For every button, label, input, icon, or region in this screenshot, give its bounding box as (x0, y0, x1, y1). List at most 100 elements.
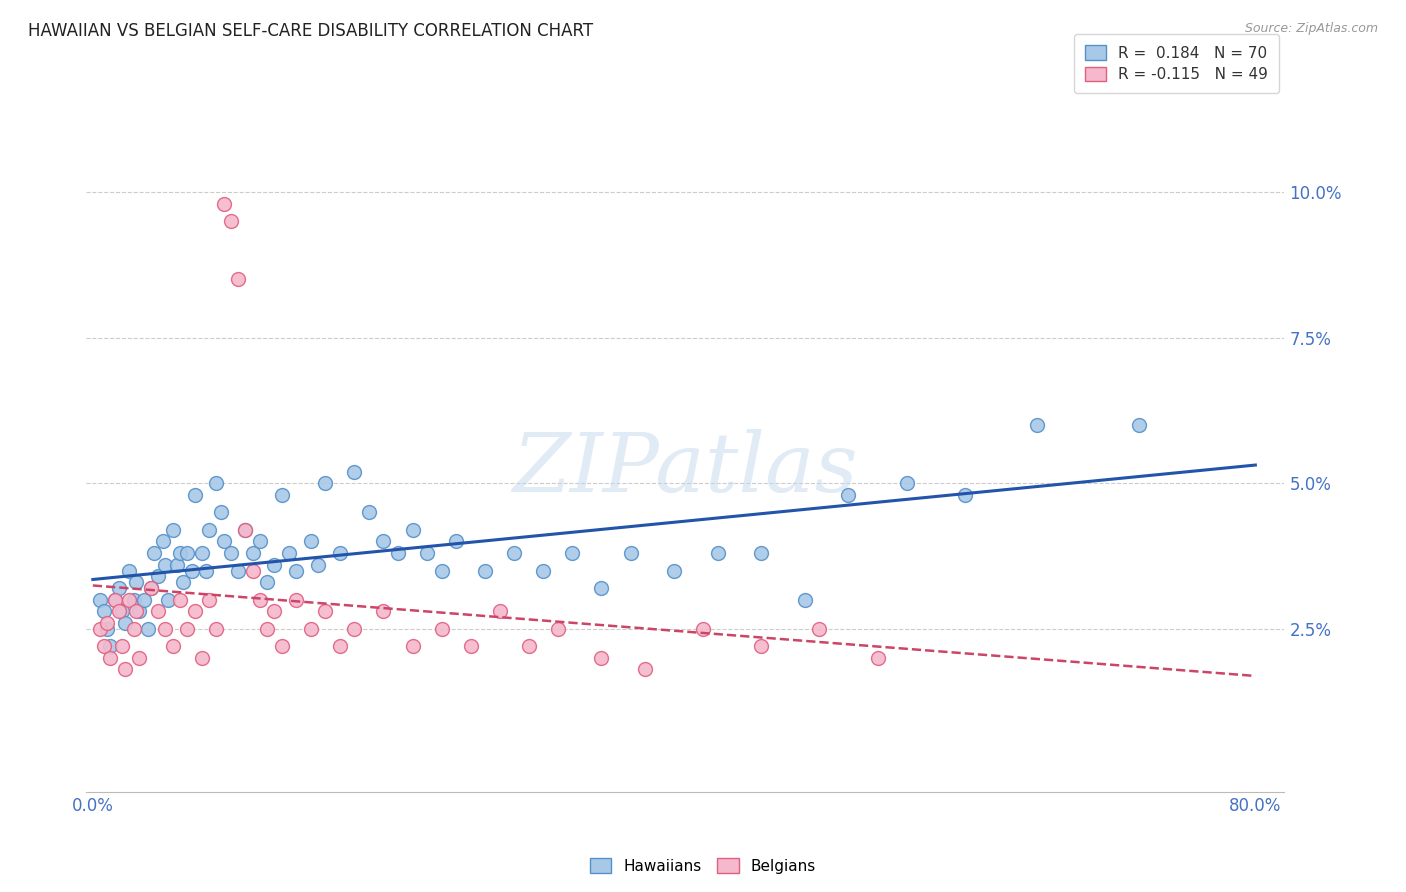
Point (219, 214, 242, 228)
Point (155, 622, 177, 636)
Point (357, 505, 380, 519)
Point (270, 488, 292, 502)
Point (299, 622, 322, 636)
Point (808, 622, 831, 636)
Legend: R =  0.184   N = 70, R = -0.115   N = 49: R = 0.184 N = 70, R = -0.115 N = 49 (1074, 35, 1279, 93)
Point (125, 575, 148, 590)
Point (460, 639, 482, 653)
Point (96, 622, 118, 636)
Point (180, 564, 202, 578)
Point (401, 523, 423, 537)
Point (896, 476, 918, 491)
Point (114, 615, 136, 630)
Point (108, 604, 131, 618)
Text: ZIPatlas: ZIPatlas (512, 429, 858, 508)
Point (263, 604, 285, 618)
Point (98, 639, 121, 653)
Point (314, 604, 336, 618)
Point (98, 650, 121, 665)
Point (837, 488, 859, 502)
Point (793, 592, 815, 607)
Point (1026, 417, 1049, 432)
Point (531, 564, 554, 578)
Point (198, 592, 221, 607)
Point (111, 639, 134, 653)
Point (148, 604, 170, 618)
Point (444, 534, 467, 549)
Point (329, 546, 352, 560)
Point (242, 546, 264, 560)
Point (256, 622, 278, 636)
Point (132, 592, 155, 607)
Point (89, 592, 111, 607)
Point (517, 639, 540, 653)
Point (166, 558, 188, 572)
Point (619, 546, 641, 560)
Point (212, 534, 235, 549)
Point (285, 564, 308, 578)
Point (474, 564, 496, 578)
Point (226, 564, 249, 578)
Point (430, 622, 453, 636)
Point (212, 197, 235, 211)
Point (749, 639, 772, 653)
Point (139, 581, 162, 595)
Point (706, 546, 728, 560)
Point (93, 604, 115, 618)
Point (242, 564, 264, 578)
Point (329, 639, 352, 653)
Point (89, 622, 111, 636)
Point (183, 488, 205, 502)
Point (195, 564, 218, 578)
Point (343, 465, 366, 479)
Point (373, 604, 395, 618)
Point (122, 592, 145, 607)
Point (503, 546, 526, 560)
Point (209, 505, 232, 519)
Point (155, 558, 177, 572)
Point (169, 592, 191, 607)
Text: HAWAIIAN VS BELGIAN SELF-CARE DISABILITY CORRELATION CHART: HAWAIIAN VS BELGIAN SELF-CARE DISABILITY… (28, 22, 593, 40)
Point (148, 569, 170, 583)
Point (118, 564, 141, 578)
Point (226, 272, 249, 286)
Point (172, 575, 194, 590)
Point (191, 546, 214, 560)
Point (547, 622, 569, 636)
Point (343, 622, 366, 636)
Point (749, 546, 772, 560)
Point (235, 523, 257, 537)
Point (183, 604, 205, 618)
Point (285, 592, 308, 607)
Point (591, 650, 613, 665)
Point (307, 558, 329, 572)
Point (387, 546, 409, 560)
Legend: Hawaiians, Belgians: Hawaiians, Belgians (583, 852, 823, 880)
Point (205, 622, 228, 636)
Point (401, 639, 423, 653)
Point (662, 564, 685, 578)
Point (591, 581, 613, 595)
Point (162, 639, 184, 653)
Point (136, 622, 159, 636)
Point (114, 663, 136, 677)
Point (104, 592, 127, 607)
Point (142, 546, 165, 560)
Point (263, 558, 285, 572)
Point (692, 622, 714, 636)
Point (162, 523, 184, 537)
Point (205, 476, 228, 491)
Point (169, 546, 191, 560)
Point (125, 604, 148, 618)
Point (96, 615, 118, 630)
Point (128, 604, 150, 618)
Point (561, 546, 583, 560)
Point (416, 546, 439, 560)
Point (235, 523, 257, 537)
Point (256, 575, 278, 590)
Point (111, 604, 134, 618)
Point (634, 663, 657, 677)
Point (270, 639, 292, 653)
Point (198, 523, 221, 537)
Point (118, 592, 141, 607)
